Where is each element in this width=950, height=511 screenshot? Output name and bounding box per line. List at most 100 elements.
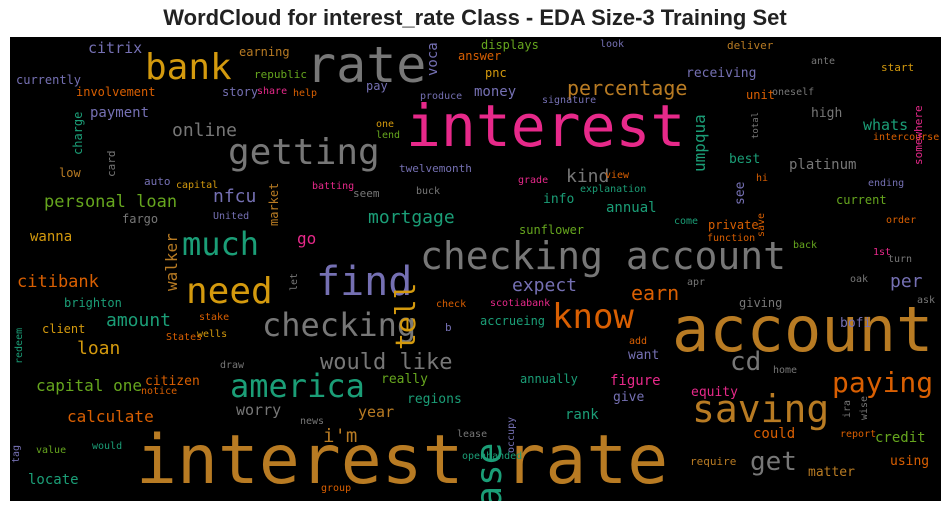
- word-scotiabank: scotiabank: [490, 298, 551, 309]
- word-annually: annually: [520, 372, 578, 386]
- word-signature: signature: [542, 95, 597, 106]
- word-lend: lend: [376, 130, 401, 141]
- word-figure: figure: [610, 373, 661, 389]
- word-come: come: [674, 216, 699, 227]
- word-tell: tell: [389, 282, 422, 350]
- word-notice: notice: [141, 386, 178, 397]
- word-involvement: involvement: [76, 85, 156, 99]
- word-accrueing: accrueing: [480, 314, 546, 328]
- word-look: look: [600, 39, 625, 50]
- word-paying: paying: [832, 366, 934, 399]
- word-order: order: [886, 215, 917, 226]
- word-deliver: deliver: [727, 39, 774, 52]
- word-story: story: [222, 85, 259, 99]
- word-personal-loan: personal loan: [44, 192, 178, 212]
- word-whats: whats: [863, 116, 909, 134]
- word-want: want: [628, 348, 660, 363]
- word-require: require: [690, 455, 737, 468]
- word-oneself: oneself: [772, 87, 815, 98]
- word-rank: rank: [565, 407, 599, 423]
- word-save: save: [756, 212, 767, 237]
- word-account: account: [672, 293, 934, 366]
- word-give: give: [613, 390, 645, 405]
- word-saving: saving: [692, 387, 830, 431]
- word-b: b: [445, 321, 452, 334]
- word-check: check: [436, 299, 467, 310]
- word-per: per: [890, 271, 923, 292]
- word-worry: worry: [236, 401, 282, 419]
- word-current: current: [836, 193, 887, 207]
- word-hi: hi: [756, 173, 769, 184]
- word-oak: oak: [850, 274, 869, 285]
- word-report: report: [840, 429, 877, 440]
- word-value: value: [36, 445, 67, 456]
- word-back: back: [793, 240, 818, 251]
- word-apr: apr: [687, 277, 706, 288]
- word-private: private: [708, 218, 759, 232]
- word-ante: ante: [811, 56, 836, 67]
- word-capital: capital: [176, 180, 219, 191]
- word-ask: ask: [917, 295, 936, 306]
- word-would: would: [92, 441, 123, 452]
- word-america: america: [230, 367, 365, 405]
- word-much: much: [182, 225, 260, 263]
- word-home: home: [773, 365, 798, 376]
- word-need: need: [186, 271, 273, 312]
- word-rate: rate: [306, 37, 427, 94]
- word-stake: stake: [199, 312, 230, 323]
- word-receiving: receiving: [686, 66, 757, 81]
- word-auto: auto: [144, 175, 171, 188]
- word-i-m: i'm: [323, 425, 358, 447]
- word-brighton: brighton: [64, 296, 122, 310]
- word-amount: amount: [106, 310, 172, 331]
- word-using: using: [890, 454, 930, 469]
- word-low: low: [59, 166, 81, 180]
- word-fargo: fargo: [122, 212, 159, 226]
- word-umpqua: umpqua: [690, 114, 709, 172]
- word-walker: walker: [162, 233, 181, 291]
- word-credit: credit: [875, 430, 926, 446]
- word-voca: voca: [425, 42, 441, 76]
- word-percentage: percentage: [567, 76, 688, 100]
- word-nfcu: nfcu: [213, 186, 257, 207]
- word-regions: regions: [407, 392, 462, 407]
- word-one: one: [376, 119, 395, 130]
- wordcloud-canvas: interest rate account interest rate checking…: [10, 37, 941, 501]
- word-batting: batting: [312, 181, 355, 192]
- word-answer: answer: [458, 49, 502, 63]
- word-republic: republic: [254, 68, 307, 81]
- word-citizen: citizen: [145, 374, 200, 389]
- word-wanna: wanna: [30, 229, 73, 245]
- word-locate: locate: [28, 472, 79, 488]
- word-wise: wise: [859, 395, 870, 420]
- word-redeem: redeem: [14, 327, 25, 364]
- word-online: online: [172, 120, 238, 141]
- word-high: high: [811, 106, 843, 121]
- word-displays: displays: [481, 38, 539, 52]
- word-1st: 1st: [873, 247, 892, 258]
- word-getting: getting: [228, 132, 380, 173]
- word-citibank: citibank: [17, 272, 99, 292]
- word-interest: interest: [406, 92, 686, 160]
- word-know: know: [552, 297, 634, 337]
- word-loan: loan: [77, 338, 121, 359]
- word-total: total: [751, 111, 761, 139]
- word-see: see: [733, 181, 748, 205]
- word-states: States: [166, 332, 203, 343]
- word-buck: buck: [416, 186, 441, 197]
- word-pnc: pnc: [485, 66, 507, 80]
- word-expect: expect: [512, 275, 578, 296]
- word-get: get: [750, 447, 797, 477]
- word-united: United: [213, 211, 250, 222]
- word-pay: pay: [366, 79, 388, 93]
- word-annual: annual: [606, 200, 657, 216]
- word-seem: seem: [353, 187, 380, 200]
- word-citrix: citrix: [88, 39, 143, 57]
- word-help: help: [293, 88, 318, 99]
- word-interest-rate: interest rate: [136, 421, 669, 500]
- word-mortgage: mortgage: [368, 207, 455, 228]
- word-kind: kind: [566, 166, 610, 187]
- word-checking: checking: [262, 306, 417, 344]
- word-client: client: [42, 322, 86, 336]
- word-bofi: bofi: [840, 316, 872, 331]
